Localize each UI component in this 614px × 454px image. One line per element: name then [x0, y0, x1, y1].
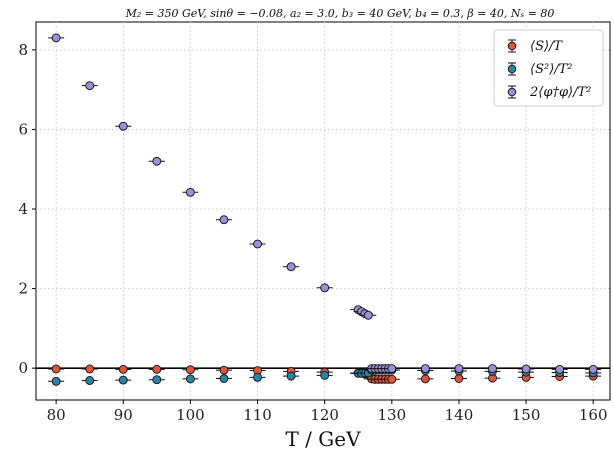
- data-point: [420, 364, 430, 374]
- data-point: [51, 376, 61, 386]
- legend-marker: [507, 41, 517, 51]
- data-point: [488, 364, 497, 374]
- y-tick-label: 0: [18, 359, 28, 377]
- data-point: [555, 364, 565, 374]
- data-point: [454, 374, 464, 383]
- data-point: [286, 262, 296, 272]
- x-tick-label: 120: [310, 406, 339, 424]
- data-point: [51, 364, 61, 374]
- data-point: [320, 370, 330, 380]
- y-tick-label: 6: [18, 120, 28, 138]
- legend-label: ⟨S⟩/T: [530, 39, 563, 54]
- data-point: [118, 121, 128, 131]
- x-tick-label: 90: [114, 406, 133, 424]
- legend-box: [493, 29, 604, 107]
- data-point: [185, 374, 195, 384]
- legend-label: ⟨S²⟩/T²: [530, 62, 573, 77]
- legend-marker: [507, 87, 517, 97]
- data-point: [51, 33, 61, 43]
- data-point: [588, 364, 598, 374]
- data-point: [152, 156, 162, 166]
- data-point: [387, 364, 397, 374]
- data-point: [185, 187, 195, 197]
- chart-title: M₂ = 350 GeV, sinθ = −0.08, a₂ = 3.0, b₃…: [125, 7, 555, 20]
- series-3: [48, 33, 602, 374]
- data-point: [253, 239, 262, 249]
- legend-label: 2⟨φ†φ⟩/T²: [529, 85, 591, 100]
- x-tick-label: 150: [512, 406, 541, 424]
- data-point: [286, 371, 296, 381]
- data-point: [363, 310, 373, 320]
- data-point: [253, 372, 262, 382]
- data-point: [118, 364, 128, 374]
- plot-frame: [35, 21, 611, 401]
- x-axis-label: T / GeV: [285, 427, 361, 451]
- data-point: [85, 81, 95, 91]
- data-point: [85, 364, 95, 374]
- x-tick-label: 80: [47, 406, 66, 424]
- x-tick-label: 100: [176, 406, 205, 424]
- x-tick-label: 110: [243, 406, 272, 424]
- grid: [36, 22, 610, 400]
- x-tick-label: 140: [445, 406, 474, 424]
- data-point: [118, 375, 128, 385]
- series-layer: [48, 33, 602, 386]
- data-point: [85, 376, 95, 385]
- data-point: [219, 374, 229, 383]
- data-point: [185, 365, 195, 375]
- data-point: [219, 365, 229, 375]
- legend-items: ⟨S⟩/T ⟨S²⟩/T² 2⟨φ†φ⟩/T²: [507, 39, 591, 100]
- y-tick-label: 2: [18, 280, 28, 298]
- data-point: [152, 375, 162, 385]
- x-tick-label: 130: [377, 406, 406, 424]
- data-point: [152, 364, 162, 374]
- data-point: [320, 283, 330, 293]
- x-tick-label: 160: [579, 406, 608, 424]
- data-point: [219, 215, 229, 225]
- data-point: [387, 374, 397, 384]
- data-point: [521, 364, 531, 374]
- y-tick-label: 8: [18, 41, 28, 59]
- legend-marker: [507, 64, 517, 74]
- data-point: [420, 374, 430, 384]
- ticks-layer: 80 90 100 110 120 130 140 150 160 0 2 4 6 8: [18, 41, 607, 424]
- y-tick-label: 4: [18, 200, 28, 218]
- data-point: [454, 364, 464, 374]
- legend: ⟨S⟩/T ⟨S²⟩/T² 2⟨φ†φ⟩/T²: [493, 29, 604, 107]
